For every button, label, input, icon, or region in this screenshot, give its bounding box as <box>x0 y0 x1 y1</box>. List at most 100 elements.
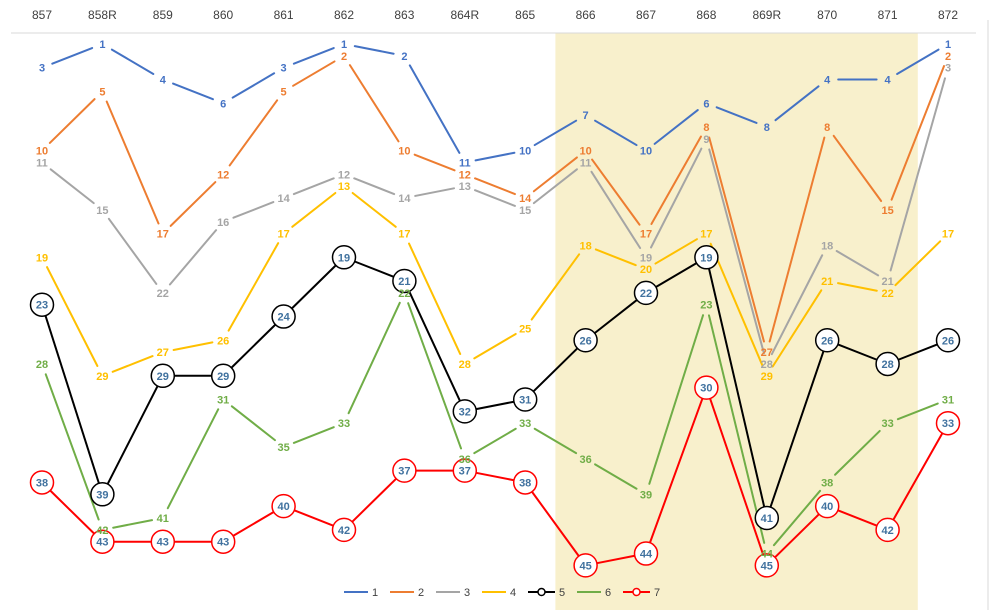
series-6-segment <box>533 427 578 455</box>
legend-marker-5 <box>537 587 546 597</box>
series-5-marker <box>875 351 900 377</box>
series-1-data-label: 10 <box>519 146 531 158</box>
series-4-data-label: 18 <box>579 240 591 252</box>
series-4-segment <box>473 332 517 360</box>
series-4-data-label: 17 <box>398 229 410 241</box>
series-7-segment <box>49 489 96 535</box>
series-3-data-label: 14 <box>398 193 411 205</box>
x-tick-label: 863 <box>394 8 414 22</box>
series-2-data-label: 27 <box>761 347 773 359</box>
series-7-data-label: 38 <box>36 477 48 489</box>
series-3-data-label: 21 <box>881 276 893 288</box>
series-1-data-label: 1 <box>945 39 951 51</box>
series-7-segment <box>709 397 765 556</box>
series-7-marker <box>694 375 719 400</box>
series-4-data-label: 25 <box>519 323 531 335</box>
series-4-segment <box>408 242 462 355</box>
series-1-data-label: 3 <box>39 63 45 75</box>
series-1-data-label: 2 <box>401 51 407 63</box>
series-2-data-label: 17 <box>157 229 169 241</box>
series-6-segment <box>707 314 766 544</box>
series-6-segment <box>896 402 939 421</box>
series-1-segment <box>292 47 335 65</box>
series-5-marker <box>694 245 719 270</box>
x-tick-label: 860 <box>213 8 233 22</box>
series-1-segment <box>594 119 638 147</box>
series-6-data-label: 35 <box>277 442 289 454</box>
series-2-data-label: 15 <box>881 205 893 217</box>
series-6-data-label: 44 <box>761 549 774 561</box>
series-1-segment <box>110 48 155 75</box>
series-5-marker <box>29 292 55 317</box>
series-1-segment <box>896 48 940 75</box>
series-4-segment <box>594 248 637 267</box>
series-6-segment <box>594 463 638 490</box>
series-3-segment <box>168 229 218 286</box>
series-2-data-label: 2 <box>341 51 347 63</box>
series-3-data-label: 16 <box>217 217 229 229</box>
series-1-data-label: 6 <box>220 98 226 110</box>
series-6-segment <box>292 426 335 444</box>
x-tick-label: 861 <box>274 8 294 22</box>
series-7-marker <box>452 458 478 483</box>
series-2-segment <box>348 64 400 143</box>
series-5-marker <box>754 505 780 531</box>
series-4-data-label: 20 <box>640 264 652 276</box>
series-2-segment <box>832 134 883 203</box>
series-5-marker <box>271 304 296 329</box>
series-7-data-label: 42 <box>338 525 350 537</box>
series-1-segment <box>172 82 214 101</box>
series-3-segment <box>414 187 456 197</box>
series-5-data-label: 23 <box>36 300 48 312</box>
series-2-data-label: 10 <box>398 146 410 158</box>
series-2-segment <box>890 65 945 201</box>
series-6-data-label: 36 <box>459 454 471 466</box>
series-2-data-label: 14 <box>519 193 532 205</box>
series-7-marker <box>150 529 176 554</box>
series-7-marker <box>392 458 417 483</box>
series-6-segment <box>166 408 220 510</box>
series-5-segment <box>836 343 878 361</box>
series-7-marker <box>754 553 780 578</box>
series-3-segment <box>889 77 947 272</box>
legend-marker-7 <box>632 587 641 597</box>
series-3-data-label: 13 <box>459 181 471 193</box>
series-1-data-label: 4 <box>885 75 892 87</box>
series-2-data-label: 12 <box>459 169 471 181</box>
series-6-segment <box>772 489 822 547</box>
series-7-marker <box>814 493 840 519</box>
series-5-segment <box>353 260 395 278</box>
series-7-segment <box>774 513 820 559</box>
series-5-marker <box>90 482 115 507</box>
series-7-marker <box>935 410 961 436</box>
x-tick-label: 862 <box>334 8 354 22</box>
series-7-segment <box>892 432 944 521</box>
series-3-data-label: 15 <box>519 205 531 217</box>
series-5-segment <box>44 314 100 485</box>
series-4-segment <box>351 191 397 228</box>
series-7-marker <box>573 553 598 578</box>
series-4-data-label: 22 <box>881 288 893 300</box>
x-tick-label: 871 <box>878 8 898 22</box>
series-4-segment <box>45 266 99 367</box>
series-3-data-label: 3 <box>945 63 951 75</box>
series-5-marker <box>452 399 478 424</box>
series-3-segment <box>532 168 578 205</box>
series-7-segment <box>351 477 398 523</box>
series-2-data-label: 10 <box>579 146 591 158</box>
series-5-segment <box>475 400 515 411</box>
series-2-data-label: 17 <box>640 229 652 241</box>
series-5-segment <box>769 350 825 509</box>
series-3-segment <box>292 177 335 196</box>
series-5-segment <box>106 385 159 486</box>
series-1-data-label: 4 <box>824 75 831 87</box>
series-2-data-label: 12 <box>217 169 229 181</box>
series-4-segment <box>172 341 214 351</box>
series-1-segment <box>653 109 699 145</box>
series-3-data-label: 14 <box>277 193 290 205</box>
series-4-segment <box>530 253 581 321</box>
x-tick-labels: 857 858R 859 860 861 862 863 864R 865 866 867 868 86… <box>32 8 958 22</box>
highlight-band <box>555 33 918 610</box>
series-4-data-label: 21 <box>821 276 833 288</box>
